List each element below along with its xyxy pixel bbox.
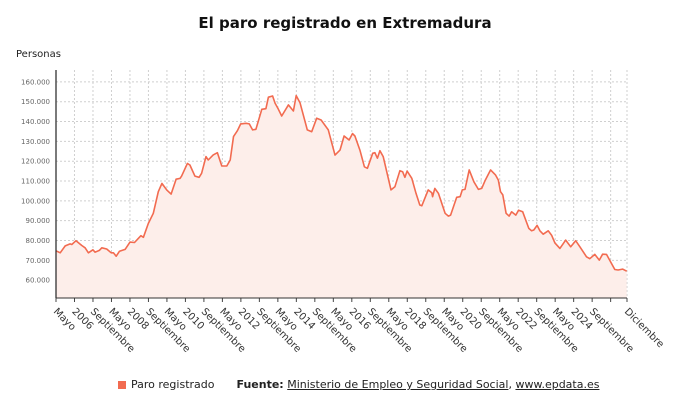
y-tick-label: 120.000 [21,158,50,166]
y-axis-label: Personas [16,49,61,60]
y-tick-label: 130.000 [21,138,50,146]
legend-swatch [118,380,126,389]
y-tick-label: 150.000 [21,98,50,106]
y-tick-label: 110.000 [21,178,50,186]
y-tick-labels: 60.000 70.000 80.000 90.000 100.000 110.000 12… [21,78,50,284]
legend: Paro registrado Fuente: Ministerio de Em… [118,378,599,391]
axes [55,70,628,302]
legend-label[interactable]: Paro registrado [131,378,215,391]
source-org-link[interactable]: Ministerio de Empleo y Seguridad Social [287,378,509,391]
source-prefix: Fuente: [236,378,284,391]
y-tick-label: 160.000 [21,78,50,86]
source-separator: , [508,378,512,391]
series-line [55,94,628,272]
y-tick-label: 70.000 [26,257,51,265]
series-area-fill [56,95,627,298]
x-tick-labels: Mayo2006SeptiembreMayo2008SeptiembreMayo… [51,306,666,355]
y-tick-label: 140.000 [21,118,50,126]
source-site-link[interactable]: www.epdata.es [515,378,600,391]
y-tick-label: 60.000 [26,277,51,285]
chart-title: El paro registrado en Extremadura [198,14,492,32]
y-tick-label: 100.000 [21,197,50,205]
source-note: Fuente: Ministerio de Empleo y Seguridad… [237,378,600,391]
y-tick-label: 90.000 [26,217,51,225]
y-tick-label: 80.000 [26,237,51,245]
